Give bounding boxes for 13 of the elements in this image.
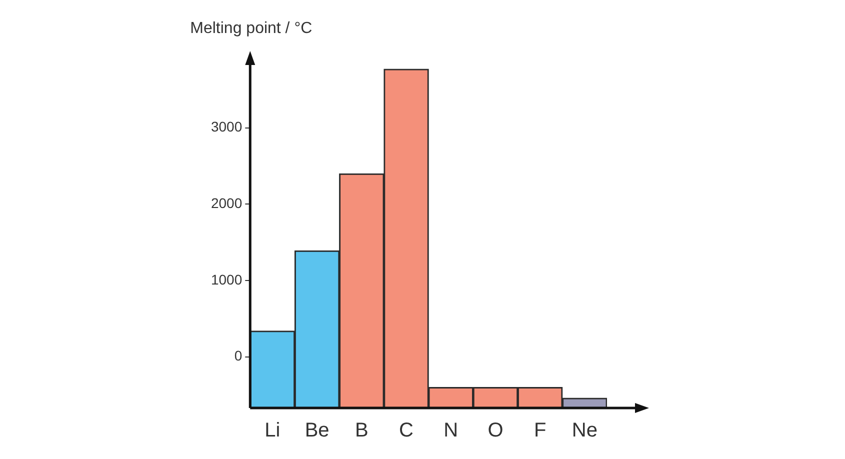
x-tick-label: C	[399, 420, 414, 442]
x-tick-label: N	[444, 420, 458, 442]
x-tick-label: B	[354, 420, 368, 442]
y-axis-title: Melting point / °C	[190, 20, 312, 37]
y-tick-label: 0	[234, 348, 242, 364]
y-tick-label: 3000	[210, 118, 242, 135]
y-tick-label: 1000	[210, 271, 242, 288]
x-tick-label: Li	[264, 420, 280, 442]
x-tick-label: Ne	[572, 420, 598, 442]
x-tick-label: Be	[304, 420, 330, 442]
x-tick-label: F	[534, 420, 546, 442]
y-tick-label: 2000	[210, 195, 242, 212]
x-tick-label: O	[488, 420, 504, 442]
